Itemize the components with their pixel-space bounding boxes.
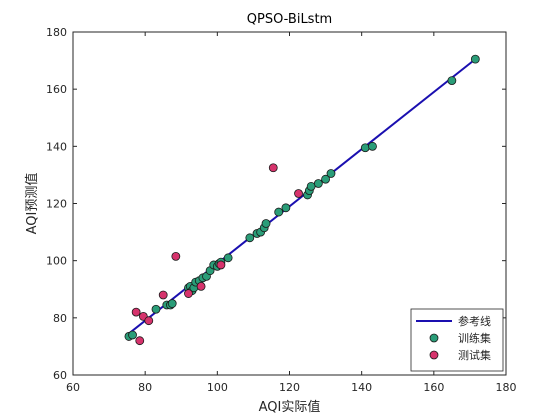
data-points-layer [124,54,480,346]
test-point [144,316,154,326]
test-point [184,289,193,298]
legend-label-reference: 参考线 [458,314,491,328]
train-point [223,253,233,263]
x-tick-label: 140 [351,381,372,394]
test-point [158,290,168,300]
test-point [216,260,226,270]
y-axis-label: AQI预测值 [24,173,40,235]
train-point [447,76,457,85]
y-tick-label: 80 [53,312,67,325]
train-point [281,203,291,213]
train-point [306,181,316,191]
train-point [128,330,137,340]
test-point [268,163,278,173]
train-point [470,54,480,64]
train-point [321,174,330,184]
test-point [135,336,145,346]
y-tick-label: 60 [53,369,67,382]
x-tick-label: 80 [138,381,152,394]
y-tick-label: 160 [46,83,67,96]
test-point [171,251,181,261]
test-point [131,307,141,317]
train-point [261,219,271,228]
legend-label-train: 训练集 [458,331,491,345]
x-tick-label: 60 [66,381,80,394]
train-point [151,304,161,314]
legend: 参考线 训练集 测试集 [410,308,504,372]
y-tick-label: 100 [46,255,67,268]
train-point [245,233,255,243]
x-tick-label: 180 [496,381,517,394]
train-point [167,299,177,308]
test-point [294,189,303,198]
legend-box [410,308,504,372]
chart-title: QPSO-BiLstm [247,12,332,27]
legend-label-test: 测试集 [458,348,491,362]
train-point [360,143,370,153]
train-point [274,207,284,217]
x-tick-label: 160 [423,381,444,394]
x-axis-label: AQI实际值 [259,399,321,415]
train-point [368,141,377,151]
y-tick-label: 140 [46,140,67,153]
x-tick-label: 100 [207,381,228,394]
legend-test-swatch [429,350,439,360]
y-tick-label: 120 [46,198,67,211]
x-tick-label: 120 [279,381,300,394]
train-point [326,169,336,178]
train-point [313,179,323,188]
legend-train-swatch [429,333,439,343]
test-point [196,281,206,291]
y-tick-label: 180 [46,26,67,39]
ticks-layer: 60 80 100 120 140 160 180 60 80 100 120 140 160 180 [46,26,517,394]
